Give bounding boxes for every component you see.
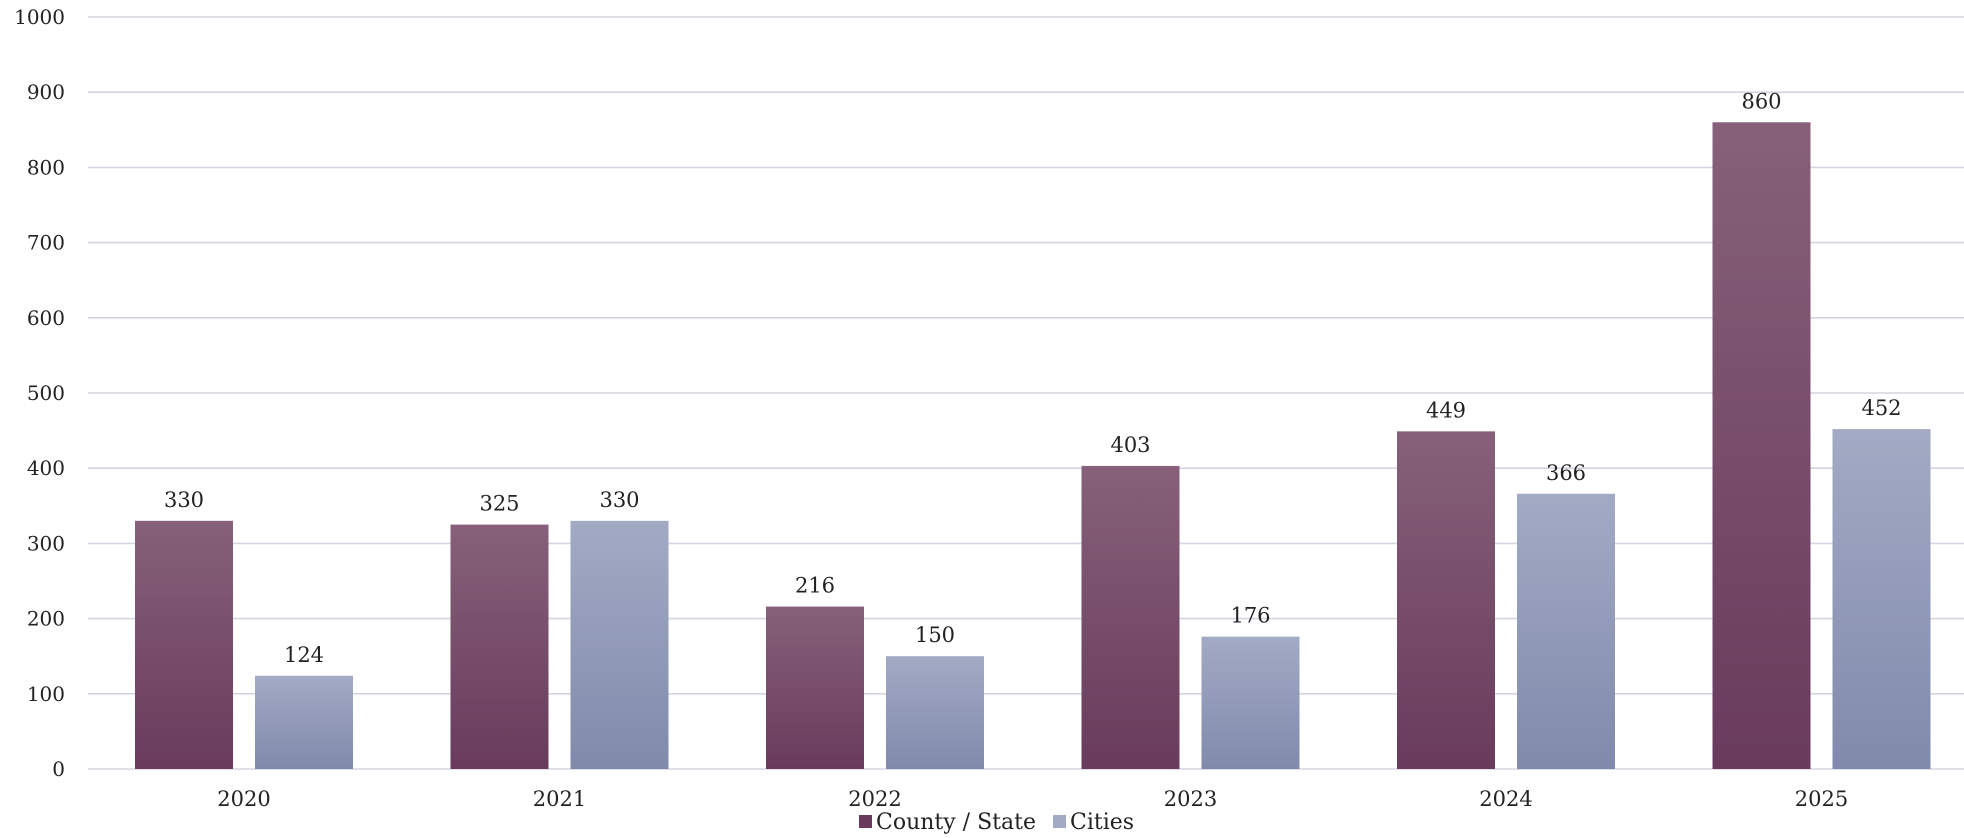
y-tick-label-900: 900 bbox=[27, 80, 65, 104]
bar-cities-2024 bbox=[1517, 493, 1615, 769]
x-category-label-2022: 2022 bbox=[848, 787, 901, 811]
x-axis-category-labels: 2020 2021 2022 2023 2024 2025 bbox=[217, 787, 1848, 811]
legend-label-cities: Cities bbox=[1070, 810, 1134, 835]
data-label-county-state-2025: 860 bbox=[1741, 89, 1781, 113]
y-tick-label-200: 200 bbox=[27, 607, 65, 631]
bar-cities-2025 bbox=[1832, 429, 1931, 769]
x-category-label-2024: 2024 bbox=[1479, 787, 1532, 811]
y-tick-label-400: 400 bbox=[27, 456, 65, 480]
legend-swatch-county-state bbox=[859, 815, 872, 828]
bar-cities-2023 bbox=[1201, 636, 1300, 769]
x-category-label-2020: 2020 bbox=[217, 787, 270, 811]
data-label-county-state-2024: 449 bbox=[1426, 398, 1466, 422]
bar-county-state-2024 bbox=[1397, 431, 1495, 769]
data-label-county-state-2022: 216 bbox=[795, 574, 835, 598]
data-label-cities-2021: 330 bbox=[599, 488, 639, 512]
data-label-cities-2024: 366 bbox=[1546, 461, 1586, 485]
x-category-label-2023: 2023 bbox=[1164, 787, 1217, 811]
data-label-cities-2022: 150 bbox=[915, 623, 955, 647]
data-label-county-state-2021: 325 bbox=[479, 492, 519, 516]
bar-cities-2020 bbox=[255, 675, 353, 769]
bar-county-state-2021 bbox=[450, 524, 549, 769]
bar-cities-2021 bbox=[570, 520, 669, 769]
legend: County / State Cities bbox=[859, 810, 1134, 835]
y-tick-label-700: 700 bbox=[27, 231, 65, 255]
x-category-label-2025: 2025 bbox=[1795, 787, 1848, 811]
bar-county-state-2023 bbox=[1081, 465, 1180, 769]
bar-cities-2022 bbox=[886, 656, 984, 769]
x-category-label-2021: 2021 bbox=[533, 787, 586, 811]
y-tick-label-0: 0 bbox=[52, 757, 65, 781]
bar-county-state-2022 bbox=[766, 606, 864, 769]
y-tick-label-100: 100 bbox=[27, 682, 65, 706]
y-tick-label-500: 500 bbox=[27, 381, 65, 405]
gridlines bbox=[88, 16, 1964, 770]
data-label-cities-2020: 124 bbox=[284, 643, 324, 667]
y-axis-tick-labels: 0 100 200 300 400 500 600 700 800 900 1000 bbox=[14, 5, 65, 781]
bar-county-state-2020 bbox=[135, 520, 233, 769]
bars bbox=[135, 122, 1931, 769]
y-tick-label-300: 300 bbox=[27, 531, 65, 555]
legend-swatch-cities bbox=[1053, 815, 1066, 828]
y-tick-label-600: 600 bbox=[27, 306, 65, 330]
data-label-cities-2023: 176 bbox=[1230, 604, 1270, 628]
y-tick-label-800: 800 bbox=[27, 155, 65, 179]
legend-label-county-state: County / State bbox=[876, 810, 1036, 835]
data-labels: 330 124 325 330 216 150 403 176 449 366 860 452 bbox=[164, 89, 1902, 666]
bar-county-state-2025 bbox=[1712, 122, 1811, 769]
data-label-county-state-2023: 403 bbox=[1110, 433, 1150, 457]
y-tick-label-1000: 1000 bbox=[14, 5, 65, 29]
data-label-county-state-2020: 330 bbox=[164, 488, 204, 512]
data-label-cities-2025: 452 bbox=[1861, 396, 1901, 420]
